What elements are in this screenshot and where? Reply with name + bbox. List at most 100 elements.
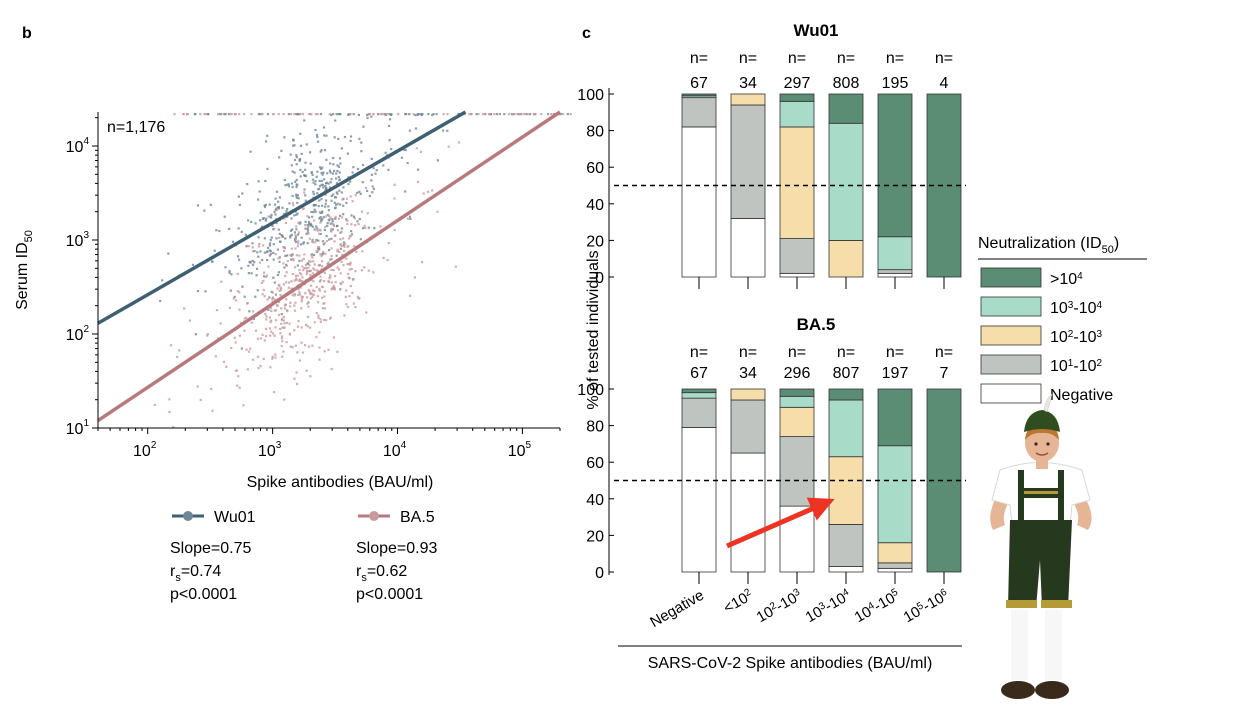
scatter-point-ba5	[330, 281, 333, 284]
scatter-point-capped	[511, 113, 514, 116]
scatter-point-wu01	[277, 228, 280, 231]
red-arrow	[725, 497, 835, 549]
scatter-point-wu01	[293, 171, 296, 174]
scatter-point-wu01	[263, 237, 266, 240]
scatter-point-wu01	[283, 178, 286, 182]
mouth	[1035, 452, 1049, 456]
scatter-point-wu01	[254, 295, 257, 298]
scatter-point-wu01	[276, 274, 280, 277]
scatter-point-ba5	[419, 150, 422, 153]
scatter-point-ba5	[323, 307, 327, 310]
scatter-point-wu01	[318, 199, 321, 202]
scatter-point-ba5	[308, 264, 311, 267]
n-prefix: n=	[935, 50, 953, 67]
scatter-point-wu01	[319, 216, 322, 219]
scatter-point-ba5	[305, 266, 308, 269]
scatter-point-capped	[207, 113, 210, 116]
scatter-point-wu01	[325, 234, 328, 238]
scatter-point-ba5	[316, 269, 319, 272]
n-prefix: n=	[935, 344, 953, 361]
legend-label: Wu01	[214, 509, 256, 526]
scatter-point-wu01	[291, 185, 294, 189]
scatter-point-ba5	[365, 311, 368, 314]
scatter-point-wu01	[316, 135, 319, 139]
scatter-point-ba5	[330, 255, 333, 258]
scatter-point-wu01	[332, 156, 335, 160]
scatter-point-wu01	[350, 230, 353, 233]
y-tick-label: 40	[586, 197, 604, 214]
scatter-point-ba5	[319, 320, 322, 323]
scatter-point-wu01	[249, 150, 252, 153]
bar-segment	[779, 272, 815, 278]
scatter-point-ba5	[311, 289, 314, 292]
scatter-point-wu01	[295, 178, 298, 182]
scatter-point-ba5	[289, 254, 292, 257]
scatter-point-wu01	[278, 232, 281, 235]
scatter-point-ba5	[288, 332, 292, 335]
scatter-point-ba5	[289, 305, 292, 308]
scatter-point-wu01	[299, 243, 303, 246]
scatter-point-capped	[381, 113, 384, 116]
scatter-point-ba5	[352, 302, 355, 305]
label-part: >10	[1050, 271, 1077, 288]
scatter-point-ba5	[318, 287, 321, 291]
scatter-point-wu01	[238, 258, 241, 261]
neutralization-legend: Neutralization (ID50)>104103-104102-1031…	[978, 235, 1147, 404]
scatter-point-ba5	[335, 203, 338, 206]
scatter-point-ba5	[325, 319, 328, 322]
scatter-point-ba5	[302, 257, 305, 260]
scatter-point-ba5	[330, 247, 333, 250]
scatter-point-wu01	[335, 254, 338, 257]
scatter-point-capped	[250, 113, 253, 116]
scatter-point-ba5	[336, 250, 339, 253]
rs-subscript: s	[361, 572, 367, 584]
scatter-point-capped	[377, 113, 380, 116]
scatter-point-wu01	[309, 162, 312, 165]
scatter-point-wu01	[268, 203, 271, 206]
scatter-point-capped	[498, 113, 501, 116]
scatter-point-wu01	[322, 126, 326, 129]
scatter-point-wu01	[360, 141, 363, 144]
scatter-point-wu01	[161, 279, 164, 282]
scatter-point-ba5	[345, 289, 348, 292]
bar-segment	[779, 406, 815, 437]
scatter-point-ba5	[279, 327, 282, 331]
bar-segment	[877, 388, 913, 447]
rs-symbol: r	[170, 563, 176, 580]
scatter-point-ba5	[295, 279, 298, 282]
scatter-point-ba5	[313, 263, 316, 266]
scatter-point-wu01	[339, 288, 342, 291]
scatter-point-capped	[185, 113, 189, 116]
scatter-point-wu01	[442, 129, 445, 132]
scatter-point-ba5	[294, 309, 297, 312]
scatter-point-wu01	[253, 250, 256, 253]
scatter-point-ba5	[287, 286, 290, 289]
scatter-point-ba5	[206, 334, 209, 337]
scatter-point-capped	[559, 113, 562, 116]
scatter-point-ba5	[230, 346, 233, 350]
scatter-point-wu01	[366, 116, 369, 120]
left-sock	[1011, 610, 1028, 680]
scatter-point-ba5	[280, 288, 283, 291]
y-axis-title-main: Serum ID	[14, 242, 31, 310]
scatter-point-wu01	[276, 248, 279, 251]
scatter-point-wu01	[332, 163, 335, 166]
label-part: 10	[1050, 358, 1068, 375]
scatter-point-wu01	[417, 168, 420, 171]
scatter-point-wu01	[324, 202, 327, 205]
scatter-point-ba5	[319, 221, 322, 224]
scatter-point-wu01	[311, 225, 314, 228]
scatter-point-capped	[372, 113, 375, 116]
scatter-point-wu01	[314, 210, 317, 213]
n-count: 7	[940, 365, 949, 382]
scatter-point-ba5	[324, 225, 327, 229]
scatter-point-wu01	[314, 180, 317, 183]
scatter-point-ba5	[291, 202, 294, 205]
tick-base: 10	[66, 139, 84, 156]
scatter-point-wu01	[320, 220, 323, 223]
scatter-point-wu01	[337, 175, 340, 179]
bar-segment	[877, 93, 913, 238]
bar-segment	[779, 395, 815, 408]
scatter-point-ba5	[342, 264, 345, 267]
scatter-point-wu01	[332, 224, 335, 227]
